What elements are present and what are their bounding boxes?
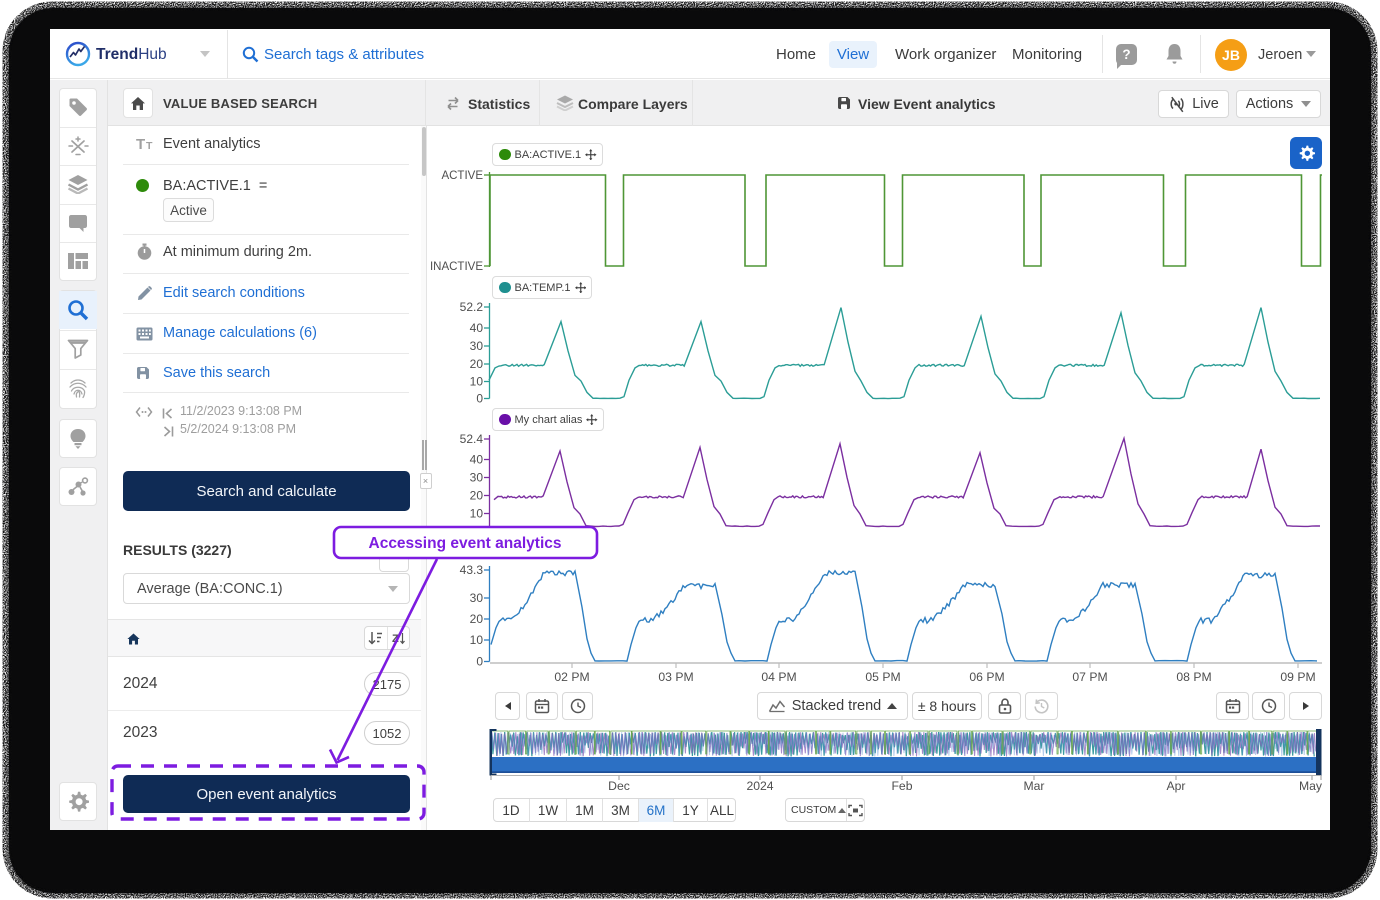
svg-text:Z: Z <box>392 633 399 645</box>
svg-text:10: 10 <box>470 507 484 521</box>
svg-text:04 PM: 04 PM <box>761 670 796 684</box>
svg-text:Mar: Mar <box>1024 779 1045 793</box>
svg-text:43.3: 43.3 <box>460 563 484 577</box>
svg-text:20: 20 <box>470 489 484 503</box>
svg-text:T: T <box>136 136 145 152</box>
svg-text:03 PM: 03 PM <box>658 670 693 684</box>
svg-text:INACTIVE: INACTIVE <box>430 261 483 273</box>
svg-text:Apr: Apr <box>1167 779 1186 793</box>
svg-text:Dec: Dec <box>608 779 630 793</box>
svg-text:02 PM: 02 PM <box>554 670 589 684</box>
svg-text:T: T <box>146 140 153 152</box>
svg-text:05 PM: 05 PM <box>865 670 900 684</box>
svg-text:ACTIVE: ACTIVE <box>441 170 483 182</box>
svg-text:40: 40 <box>470 453 484 467</box>
svg-text:07 PM: 07 PM <box>1072 670 1107 684</box>
svg-text:20: 20 <box>470 357 484 371</box>
svg-text:10: 10 <box>470 633 484 647</box>
svg-text:40: 40 <box>470 321 484 335</box>
svg-text:Accessing event analytics: Accessing event analytics <box>369 535 562 552</box>
svg-text:30: 30 <box>470 591 484 605</box>
svg-text:52.2: 52.2 <box>460 300 484 314</box>
svg-text:0: 0 <box>476 392 483 406</box>
svg-text:Feb: Feb <box>891 779 912 793</box>
svg-text:2024: 2024 <box>746 779 773 793</box>
svg-text:08 PM: 08 PM <box>1176 670 1211 684</box>
svg-text:10: 10 <box>470 375 484 389</box>
svg-text:0: 0 <box>476 655 483 669</box>
svg-text:May: May <box>1299 779 1323 793</box>
svg-text:20: 20 <box>470 612 484 626</box>
svg-text:52.4: 52.4 <box>460 432 484 446</box>
svg-text:30: 30 <box>470 339 484 353</box>
svg-text:09 PM: 09 PM <box>1280 670 1315 684</box>
svg-text:06 PM: 06 PM <box>969 670 1004 684</box>
svg-text:30: 30 <box>470 471 484 485</box>
